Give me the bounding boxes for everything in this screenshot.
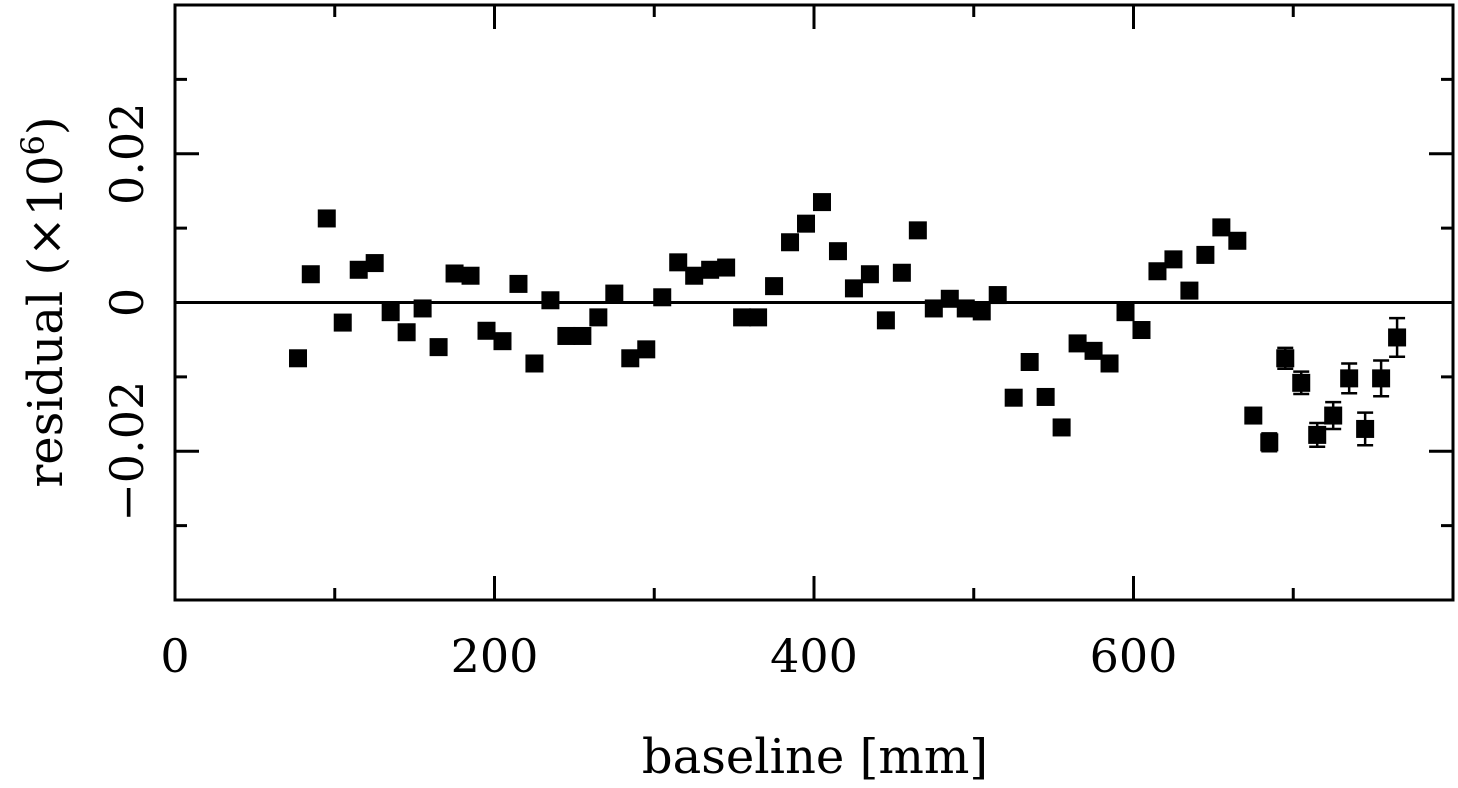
data-point	[317, 209, 336, 228]
data-point	[605, 284, 624, 303]
data-point	[477, 321, 496, 340]
data-point	[1276, 349, 1295, 368]
data-point	[717, 258, 736, 277]
data-point	[1084, 341, 1103, 360]
data-points	[289, 193, 1407, 453]
data-point	[429, 338, 448, 357]
data-point	[1132, 321, 1151, 340]
data-point	[1372, 369, 1391, 388]
data-point	[445, 264, 464, 283]
data-point	[956, 299, 975, 318]
data-point	[908, 221, 927, 240]
data-point	[940, 289, 959, 308]
data-point	[1228, 231, 1247, 250]
data-point	[1052, 418, 1071, 437]
data-point	[349, 260, 368, 279]
data-point	[733, 308, 752, 327]
data-point	[509, 274, 528, 293]
data-point	[637, 340, 656, 359]
data-point	[1196, 245, 1215, 264]
data-point	[493, 332, 512, 351]
data-point	[812, 193, 831, 212]
data-point	[461, 266, 480, 285]
x-tick-label: 400	[770, 629, 858, 683]
data-point	[860, 265, 879, 284]
data-point	[381, 303, 400, 322]
data-point	[653, 288, 672, 307]
data-point	[1212, 218, 1231, 237]
y-axis-label-close: )	[18, 116, 74, 135]
data-point	[621, 349, 640, 368]
data-point	[685, 266, 704, 285]
y-axis-label: residual (×106)	[14, 116, 74, 487]
x-axis-label: baseline [mm]	[642, 729, 988, 785]
data-point	[669, 253, 688, 272]
data-point	[701, 260, 720, 279]
data-point	[589, 308, 608, 327]
data-point	[1116, 303, 1135, 322]
data-point	[924, 299, 943, 318]
data-point	[557, 326, 576, 345]
data-point	[289, 349, 308, 368]
data-point	[397, 323, 416, 342]
data-point	[844, 279, 863, 298]
data-point	[525, 354, 544, 373]
data-point	[1388, 328, 1407, 347]
data-point	[828, 242, 847, 261]
data-point	[781, 233, 800, 252]
data-point	[988, 286, 1007, 305]
y-tick-label: 0	[100, 288, 154, 317]
y-axis-label-exponent: 6	[14, 135, 52, 155]
data-point	[1244, 406, 1263, 425]
data-point	[1356, 419, 1375, 438]
data-point	[1340, 369, 1359, 388]
data-point	[333, 313, 352, 332]
data-point	[573, 326, 592, 345]
data-point	[1180, 281, 1199, 300]
data-point	[1068, 334, 1087, 353]
data-point	[765, 277, 784, 296]
x-tick-label: 0	[160, 629, 189, 683]
y-axis-label-main: residual (×10	[18, 155, 74, 487]
x-tick-label: 200	[451, 629, 539, 683]
data-point	[541, 291, 560, 310]
data-point	[1260, 433, 1279, 452]
data-point	[1292, 373, 1311, 392]
data-point	[1004, 388, 1023, 407]
data-point	[1164, 250, 1183, 269]
y-tick-label: −0.02	[100, 381, 154, 522]
data-point	[1324, 406, 1343, 425]
data-point	[972, 302, 991, 321]
data-point	[1148, 262, 1167, 281]
data-point	[749, 308, 768, 327]
y-tick-label: 0.02	[100, 103, 154, 205]
data-point	[1036, 387, 1055, 406]
data-point	[365, 254, 384, 273]
data-point	[1020, 353, 1039, 371]
data-point	[876, 311, 895, 330]
axis-ticks: 0 200 400 600 −0.02 0 0.02	[100, 5, 1453, 683]
data-point	[413, 299, 432, 318]
data-point	[301, 265, 320, 284]
data-point	[797, 214, 816, 233]
x-tick-label: 600	[1090, 629, 1178, 683]
data-point	[892, 263, 911, 282]
data-point	[1308, 425, 1327, 444]
data-point	[1100, 354, 1119, 373]
